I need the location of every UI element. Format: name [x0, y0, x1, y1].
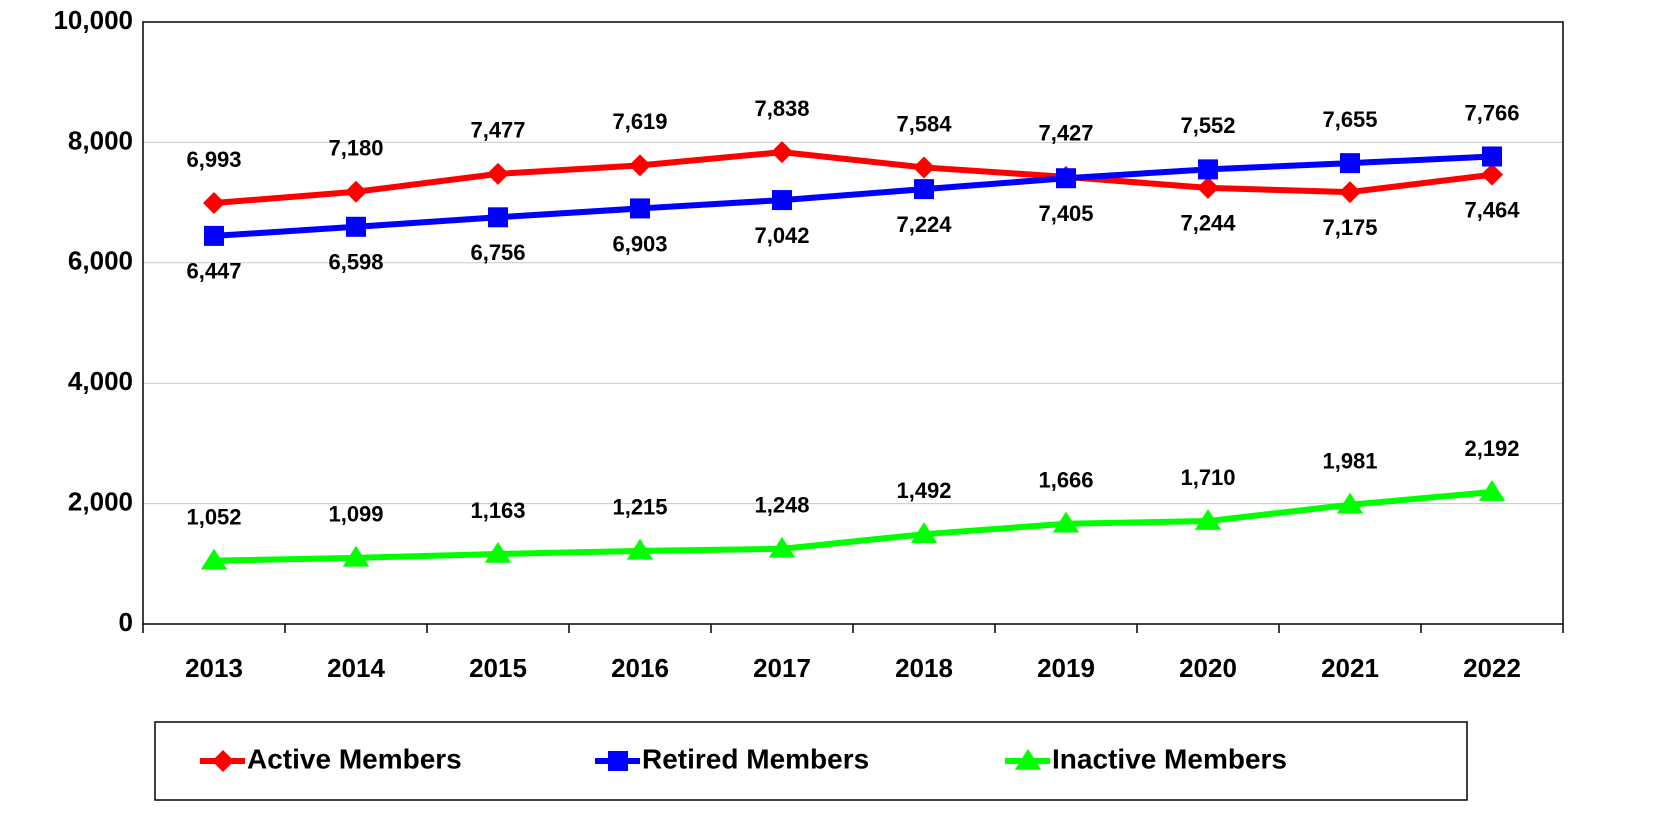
marker — [1336, 492, 1364, 514]
legend-label: Inactive Members — [1052, 743, 1287, 774]
data-label: 7,405 — [1038, 201, 1093, 226]
marker — [1197, 176, 1219, 199]
y-tick-label: 0 — [119, 607, 133, 637]
x-tick-label: 2019 — [1037, 653, 1095, 683]
data-label: 7,175 — [1322, 215, 1377, 240]
y-tick-label: 2,000 — [68, 486, 133, 516]
data-label: 7,619 — [612, 109, 667, 134]
data-label: 2,192 — [1464, 436, 1519, 461]
x-tick-label: 2020 — [1179, 653, 1237, 683]
marker — [346, 216, 366, 237]
marker — [203, 192, 225, 215]
marker — [626, 538, 654, 560]
data-label: 6,756 — [470, 240, 525, 265]
data-label: 1,163 — [470, 498, 525, 523]
marker — [629, 154, 651, 177]
x-tick-label: 2022 — [1463, 653, 1521, 683]
data-label: 7,180 — [328, 136, 383, 161]
data-label: 7,838 — [754, 96, 809, 121]
data-label: 1,981 — [1322, 449, 1377, 474]
marker — [608, 751, 628, 771]
marker — [1478, 479, 1506, 501]
y-tick-label: 6,000 — [68, 246, 133, 276]
data-label: 1,248 — [754, 493, 809, 518]
data-label: 1,099 — [328, 502, 383, 527]
x-tick-label: 2013 — [185, 653, 243, 683]
marker — [1056, 168, 1076, 189]
data-label: 1,710 — [1180, 465, 1235, 490]
marker — [487, 162, 509, 185]
y-tick-label: 10,000 — [53, 5, 133, 35]
data-label: 1,215 — [612, 495, 667, 520]
data-label: 6,993 — [186, 147, 241, 172]
data-label: 7,224 — [896, 212, 952, 237]
marker — [345, 180, 367, 203]
marker — [630, 198, 650, 219]
series-line — [213, 489, 1493, 564]
data-label: 7,427 — [1038, 121, 1093, 146]
marker — [484, 541, 512, 563]
y-tick-label: 4,000 — [68, 366, 133, 396]
data-label: 1,492 — [896, 478, 951, 503]
data-label: 7,766 — [1464, 100, 1519, 125]
marker — [1482, 146, 1502, 167]
data-label: 7,477 — [470, 118, 525, 143]
series-line — [213, 153, 1493, 239]
x-tick-label: 2021 — [1321, 653, 1379, 683]
data-label: 1,666 — [1038, 468, 1093, 493]
marker — [1340, 153, 1360, 174]
marker — [200, 548, 228, 570]
marker — [1481, 163, 1503, 186]
marker — [771, 141, 793, 164]
x-tick-label: 2014 — [327, 653, 385, 683]
marker — [1198, 159, 1218, 180]
data-label: 7,584 — [896, 111, 952, 136]
y-tick-label: 8,000 — [68, 125, 133, 155]
data-label: 1,052 — [186, 504, 241, 529]
data-label: 7,464 — [1464, 197, 1520, 222]
marker — [1052, 511, 1080, 533]
marker — [1194, 508, 1222, 530]
marker — [913, 156, 935, 179]
x-tick-label: 2015 — [469, 653, 527, 683]
marker — [768, 536, 796, 558]
data-label: 6,447 — [186, 259, 241, 284]
marker — [772, 190, 792, 211]
data-label: 6,598 — [328, 250, 383, 275]
marker — [914, 179, 934, 200]
legend-box — [154, 721, 1468, 801]
data-label: 7,244 — [1180, 211, 1236, 236]
marker — [1339, 181, 1361, 204]
marker — [204, 225, 224, 246]
marker — [910, 522, 938, 543]
marker — [488, 207, 508, 228]
marker — [1014, 748, 1042, 770]
legend-label: Active Members — [247, 743, 462, 774]
legend-label: Retired Members — [642, 743, 869, 774]
data-label: 6,903 — [612, 231, 667, 256]
x-tick-label: 2016 — [611, 653, 669, 683]
x-tick-label: 2018 — [895, 653, 953, 683]
data-label: 7,042 — [754, 223, 809, 248]
data-label: 7,655 — [1322, 107, 1377, 132]
series-line — [213, 149, 1493, 207]
marker — [342, 545, 370, 567]
data-label: 7,552 — [1180, 113, 1235, 138]
marker — [212, 750, 234, 772]
x-tick-label: 2017 — [753, 653, 811, 683]
